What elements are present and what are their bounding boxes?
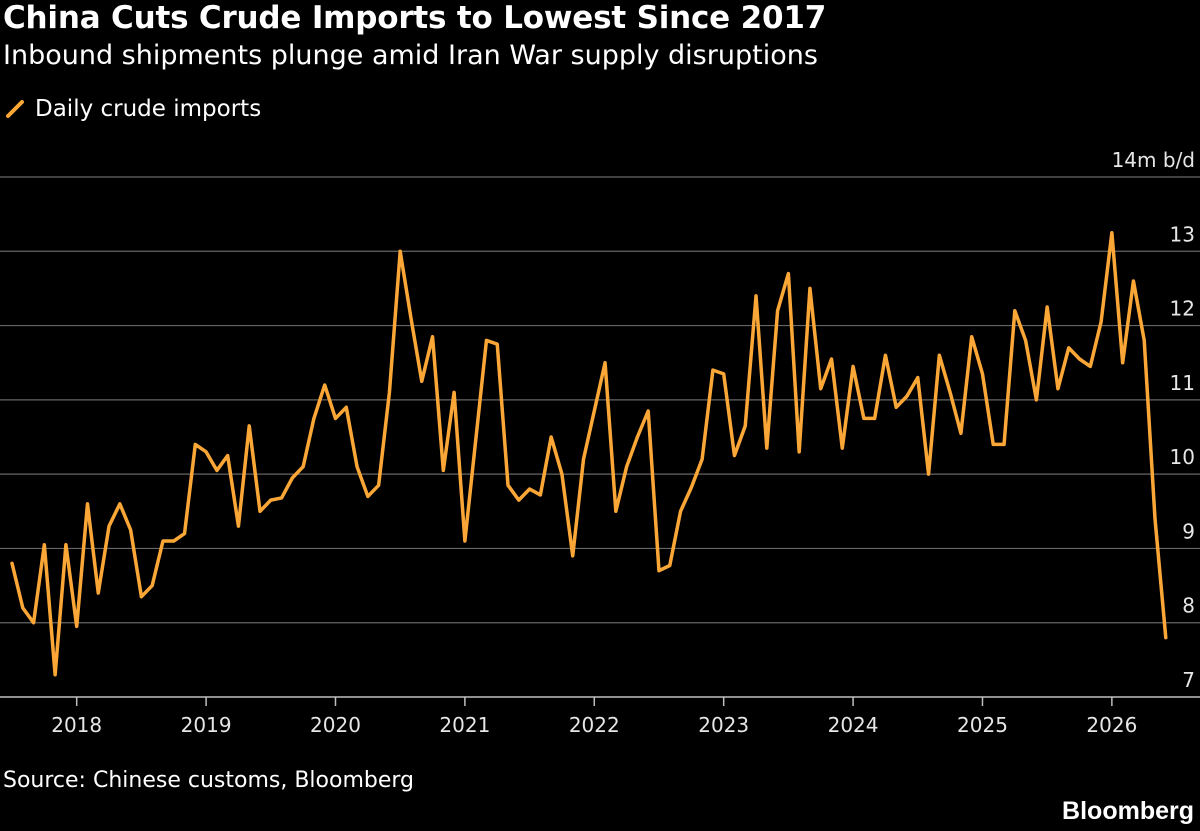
bloomberg-logo: Bloomberg xyxy=(1062,797,1194,825)
y-tick-label: 14m b/d xyxy=(1112,148,1195,172)
x-tick-label: 2020 xyxy=(310,713,361,737)
x-tick-label: 2024 xyxy=(828,713,879,737)
x-tick-label: 2019 xyxy=(181,713,232,737)
y-tick-label: 10 xyxy=(1170,445,1195,469)
y-axis-ticks: 7 8 9 10 11 12 13 14m b/d xyxy=(1112,148,1195,692)
grid-lines xyxy=(0,176,1200,624)
source-note: Source: Chinese customs, Bloomberg xyxy=(3,768,414,793)
x-tick-label: 2023 xyxy=(698,713,749,737)
x-axis: 2018 2019 2020 2021 2022 2023 2024 2025 2026 xyxy=(0,696,1200,737)
x-tick-label: 2026 xyxy=(1086,713,1137,737)
y-tick-label: 13 xyxy=(1170,222,1195,246)
y-tick-label: 8 xyxy=(1182,594,1195,618)
y-tick-label: 12 xyxy=(1170,297,1195,321)
y-tick-label: 11 xyxy=(1170,371,1195,395)
orange-line-swatch-icon xyxy=(5,99,25,119)
chart-title: China Cuts Crude Imports to Lowest Since… xyxy=(3,0,827,36)
x-tick-label: 2022 xyxy=(569,713,620,737)
x-tick-label: 2021 xyxy=(439,713,490,737)
legend: Daily crude imports xyxy=(5,96,261,122)
legend-label: Daily crude imports xyxy=(35,96,262,122)
series-layer xyxy=(10,230,1168,677)
series-line-daily-crude-imports xyxy=(10,230,1168,677)
chart-subtitle: Inbound shipments plunge amid Iran War s… xyxy=(3,40,818,71)
x-tick-label: 2018 xyxy=(51,713,102,737)
x-tick-label: 2025 xyxy=(957,713,1008,737)
y-tick-label: 7 xyxy=(1182,668,1195,692)
y-tick-label: 9 xyxy=(1182,519,1195,543)
